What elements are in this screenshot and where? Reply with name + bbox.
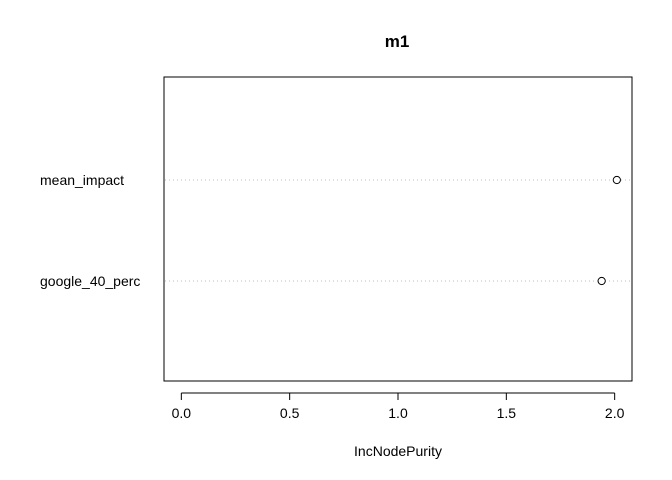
x-axis-tick-labels: 0.0 0.5 1.0 1.5 2.0: [172, 405, 625, 421]
plot-frame: [163, 76, 633, 382]
row-label: google_40_perc: [40, 273, 140, 289]
x-tick-label: 1.5: [497, 405, 517, 421]
x-tick-label: 0.0: [172, 405, 192, 421]
x-tick-label: 0.5: [280, 405, 300, 421]
data-point: [597, 276, 606, 286]
chart-title: m1: [385, 32, 410, 51]
data-point: [612, 175, 621, 185]
x-axis-label: IncNodePurity: [354, 443, 442, 459]
row-label: mean_impact: [40, 172, 124, 188]
row-labels: mean_impact google_40_perc: [40, 172, 140, 289]
x-tick-label: 1.0: [388, 405, 408, 421]
row-guides: [165, 179, 631, 282]
x-tick-label: 2.0: [605, 405, 625, 421]
x-axis-ticks: [180, 393, 616, 400]
data-points: [597, 175, 621, 286]
